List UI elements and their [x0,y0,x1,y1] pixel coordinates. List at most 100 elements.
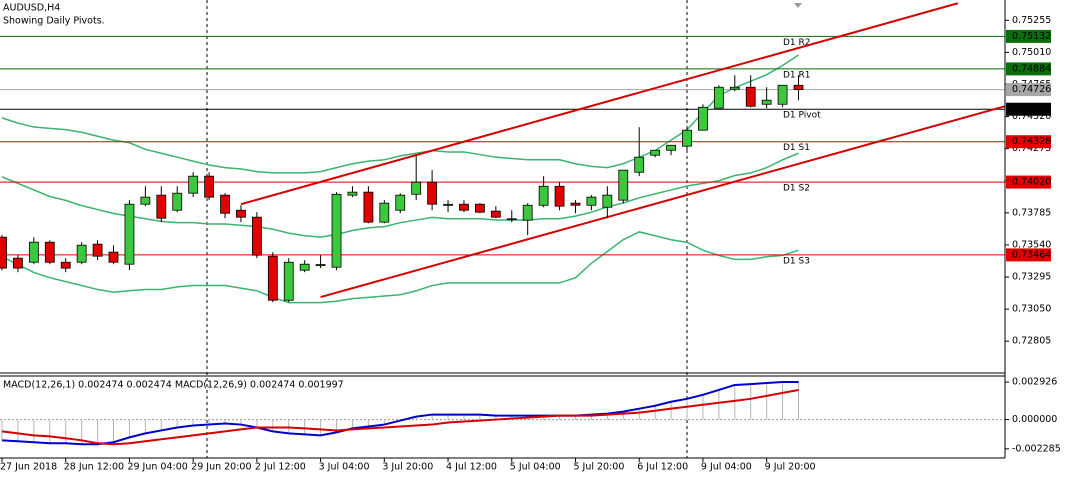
x-tick-label: 5 Jul 20:00 [573,462,624,473]
y-tick-label: 0.000000 [1012,414,1057,425]
shift-marker [794,3,802,8]
level-label: D1 S2 [783,184,810,194]
candle-body [666,144,676,151]
candle-body [459,203,469,211]
candle-body [395,194,406,211]
candle-body [156,194,167,219]
y-tick-label: 0.73785 [1012,207,1051,218]
x-tick-label: 4 Jul 12:00 [446,462,497,473]
candle-body [411,181,422,195]
candle-body [220,194,230,214]
candle-body [28,241,39,263]
candle-body [713,86,724,109]
y-tick-label: 0.73540 [1012,239,1051,250]
candle-body [618,169,629,201]
candle-body [490,210,501,218]
price-box-label: 0.74328 [1012,136,1051,147]
candle-body [315,264,326,266]
x-tick-label: 5 Jul 04:00 [510,462,561,473]
candle-body [347,191,358,196]
candle-body [172,192,183,211]
candle-body [522,204,533,221]
band-line [1,152,799,238]
candle-body [76,244,87,263]
price-box-label: 0.74726 [1012,84,1051,95]
candle-body [60,261,71,269]
candle-body [92,243,103,257]
y-tick-label: 0.74520 [1012,111,1051,122]
price-panel: D1 R2 D1 R1 D1 Pivot D1 S1 D1 S2 D1 S3 [0,2,1005,304]
candle-body [267,255,278,301]
candle-body [634,156,645,173]
candle-body [793,84,804,90]
x-tick-label: 29 Jun 20:00 [191,462,251,473]
level-label: D1 Pivot [783,111,821,121]
price-box-label: 0.73464 [1012,249,1051,260]
chart-title: AUDUSD,H4 [3,3,60,14]
price-box [1006,175,1051,189]
candle-body [331,193,342,268]
trend-line [320,105,1005,299]
trend-line [240,2,959,206]
candle-body [299,263,310,271]
x-tick-label: 27 Jun 2018 [0,462,57,473]
x-tick-label: 29 Jun 04:00 [127,462,187,473]
candle-body [0,236,7,269]
candle-body [379,202,390,223]
candle-body [236,209,246,218]
candle-body [570,202,581,206]
candle-body [698,106,708,131]
macd-line [1,381,799,446]
macd-line [1,388,799,446]
y-tick-label: 0.74275 [1012,143,1051,154]
price-box-label: 0.74020 [1012,177,1051,188]
price-box [1006,62,1051,76]
candle-body [140,196,151,205]
price-box [1006,135,1051,149]
y-tick-label: 0.75255 [1012,15,1051,26]
chart-subtitle: Showing Daily Pivots. [3,16,105,27]
price-box [1006,102,1051,116]
macd-panel [0,381,1005,446]
candle-body [427,181,438,205]
x-tick-label: 9 Jul 20:00 [765,462,816,473]
candle-body [729,86,740,90]
candle-body [538,185,549,206]
candle-body [124,203,135,265]
price-box-label: 0.75132 [1012,31,1051,42]
price-box [1006,29,1051,43]
candle-body [44,241,55,263]
x-tick-label: 3 Jul 04:00 [319,462,370,473]
y-tick-label: -0.002285 [1012,443,1061,454]
macd-title: MACD(12,26,1) 0.002474 0.002474 MACD(12,… [3,380,344,391]
candle-body [745,86,756,107]
candle-body [761,99,772,105]
candle-body [443,203,453,206]
candle-body [586,196,597,206]
x-tick-label: 28 Jun 12:00 [64,462,124,473]
x-tick-label: 2 Jul 12:00 [255,462,306,473]
candle-body [13,257,23,269]
candle-body [363,191,374,223]
candle-body [777,84,788,105]
candle-body [650,149,661,156]
candle-body [682,129,692,147]
x-tick-label: 3 Jul 20:00 [382,462,433,473]
level-label: D1 R2 [783,38,811,48]
y-tick-label: 0.73050 [1012,304,1051,315]
y-tick-label: 0.75010 [1012,47,1051,58]
candle-body [506,218,517,221]
candle-body [554,185,565,207]
candle-body [188,175,199,194]
axes: 0.752550.750100.747650.745200.742750.740… [0,15,1061,473]
x-tick-label: 9 Jul 04:00 [701,462,752,473]
level-label: D1 R1 [783,70,811,80]
candle-body [283,261,294,301]
candle-body [602,194,613,208]
band-line [1,231,799,304]
y-tick-label: 0.73295 [1012,272,1051,283]
price-box [1006,83,1051,97]
level-label: D1 S1 [783,143,810,153]
